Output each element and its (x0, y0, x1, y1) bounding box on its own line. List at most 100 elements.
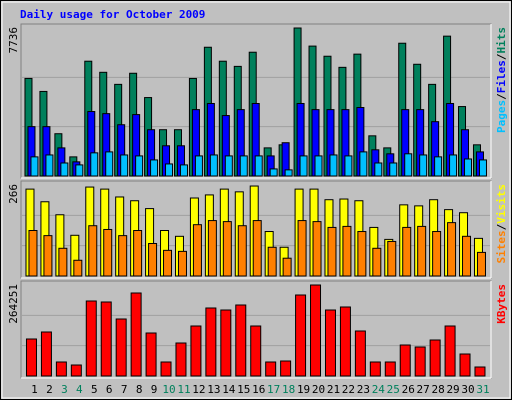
bar (133, 230, 143, 277)
legend: Sites/Visits (495, 184, 508, 264)
bar (209, 154, 218, 177)
bar (327, 226, 337, 277)
bar (404, 153, 413, 177)
bar (295, 294, 307, 377)
bar (25, 338, 37, 377)
bar (163, 249, 173, 277)
chart-title: Daily usage for October 2009 (20, 8, 205, 21)
bar (179, 164, 188, 177)
bar (297, 220, 307, 277)
bar (429, 339, 441, 377)
x-tick-label: 27 (417, 383, 430, 396)
bar (372, 247, 382, 277)
bar (344, 155, 353, 177)
bar (100, 301, 112, 377)
bar (235, 304, 247, 377)
bar (314, 155, 323, 177)
legend-separator: / (495, 223, 508, 230)
bar (252, 220, 262, 277)
bar (85, 300, 97, 377)
x-tick-label: 3 (61, 383, 68, 396)
x-tick-label: 8 (136, 383, 143, 396)
bar (462, 235, 472, 277)
bar (205, 307, 217, 377)
bar (194, 155, 203, 177)
x-tick-label: 25 (387, 383, 400, 396)
bar (60, 162, 69, 177)
bar (374, 162, 383, 177)
bar (73, 259, 83, 277)
bar (192, 224, 202, 277)
x-tick-label: 28 (432, 383, 445, 396)
y-max-label: 266 (7, 184, 20, 204)
legend-entry: Visits (495, 184, 508, 224)
bar (30, 156, 39, 177)
x-tick-label: 24 (372, 383, 386, 396)
bar (239, 155, 248, 177)
bar (165, 163, 174, 177)
bar (417, 225, 427, 277)
x-tick-label: 6 (106, 383, 113, 396)
legend: KBytes (495, 284, 508, 324)
bar (478, 159, 487, 177)
legend-separator: / (495, 93, 508, 100)
x-tick-label: 29 (446, 383, 459, 396)
bar (449, 154, 458, 177)
x-tick-label: 5 (91, 383, 98, 396)
bar (299, 155, 308, 177)
x-tick-label: 23 (357, 383, 370, 396)
bar (220, 309, 232, 377)
x-tick-label: 15 (237, 383, 250, 396)
x-tick-label: 4 (76, 383, 83, 396)
legend-entry: Files (495, 60, 508, 93)
bar (103, 228, 113, 277)
x-tick-label: 26 (402, 383, 415, 396)
bar (359, 151, 368, 177)
bar (130, 292, 142, 377)
bar (120, 154, 129, 177)
bar (224, 155, 233, 177)
x-tick-label: 16 (252, 383, 265, 396)
bar (329, 154, 338, 177)
x-tick-label: 18 (282, 383, 295, 396)
legend-entry: Hits (495, 27, 508, 54)
bar (284, 169, 293, 177)
bar (175, 342, 187, 377)
bar (177, 250, 187, 277)
bar (402, 226, 412, 277)
legend-entry: Pages (495, 100, 508, 133)
x-tick-label: 31 (476, 383, 489, 396)
bar (148, 243, 158, 277)
x-tick-label: 9 (151, 383, 158, 396)
bar (369, 361, 381, 377)
bar (28, 230, 38, 277)
x-tick-label: 10 (162, 383, 175, 396)
bar (265, 361, 277, 377)
bar (250, 325, 262, 377)
bar (55, 361, 67, 377)
bar (269, 168, 278, 177)
bar (339, 306, 351, 377)
bar (399, 344, 411, 377)
bar (280, 360, 292, 377)
x-tick-label: 20 (312, 383, 325, 396)
bar (254, 155, 263, 177)
bar (282, 257, 292, 277)
bar (444, 325, 456, 377)
bar (90, 152, 99, 177)
bar (432, 231, 442, 277)
bar (105, 151, 114, 177)
bar (384, 361, 396, 377)
bar (237, 225, 247, 277)
bar (88, 225, 98, 277)
bar (207, 220, 217, 277)
bar (160, 361, 172, 377)
legend-entry: Sites (495, 230, 508, 263)
bar (115, 318, 127, 377)
bar (43, 235, 53, 277)
bar (45, 154, 54, 177)
x-tick-label: 12 (192, 383, 205, 396)
x-tick-label: 7 (121, 383, 128, 396)
